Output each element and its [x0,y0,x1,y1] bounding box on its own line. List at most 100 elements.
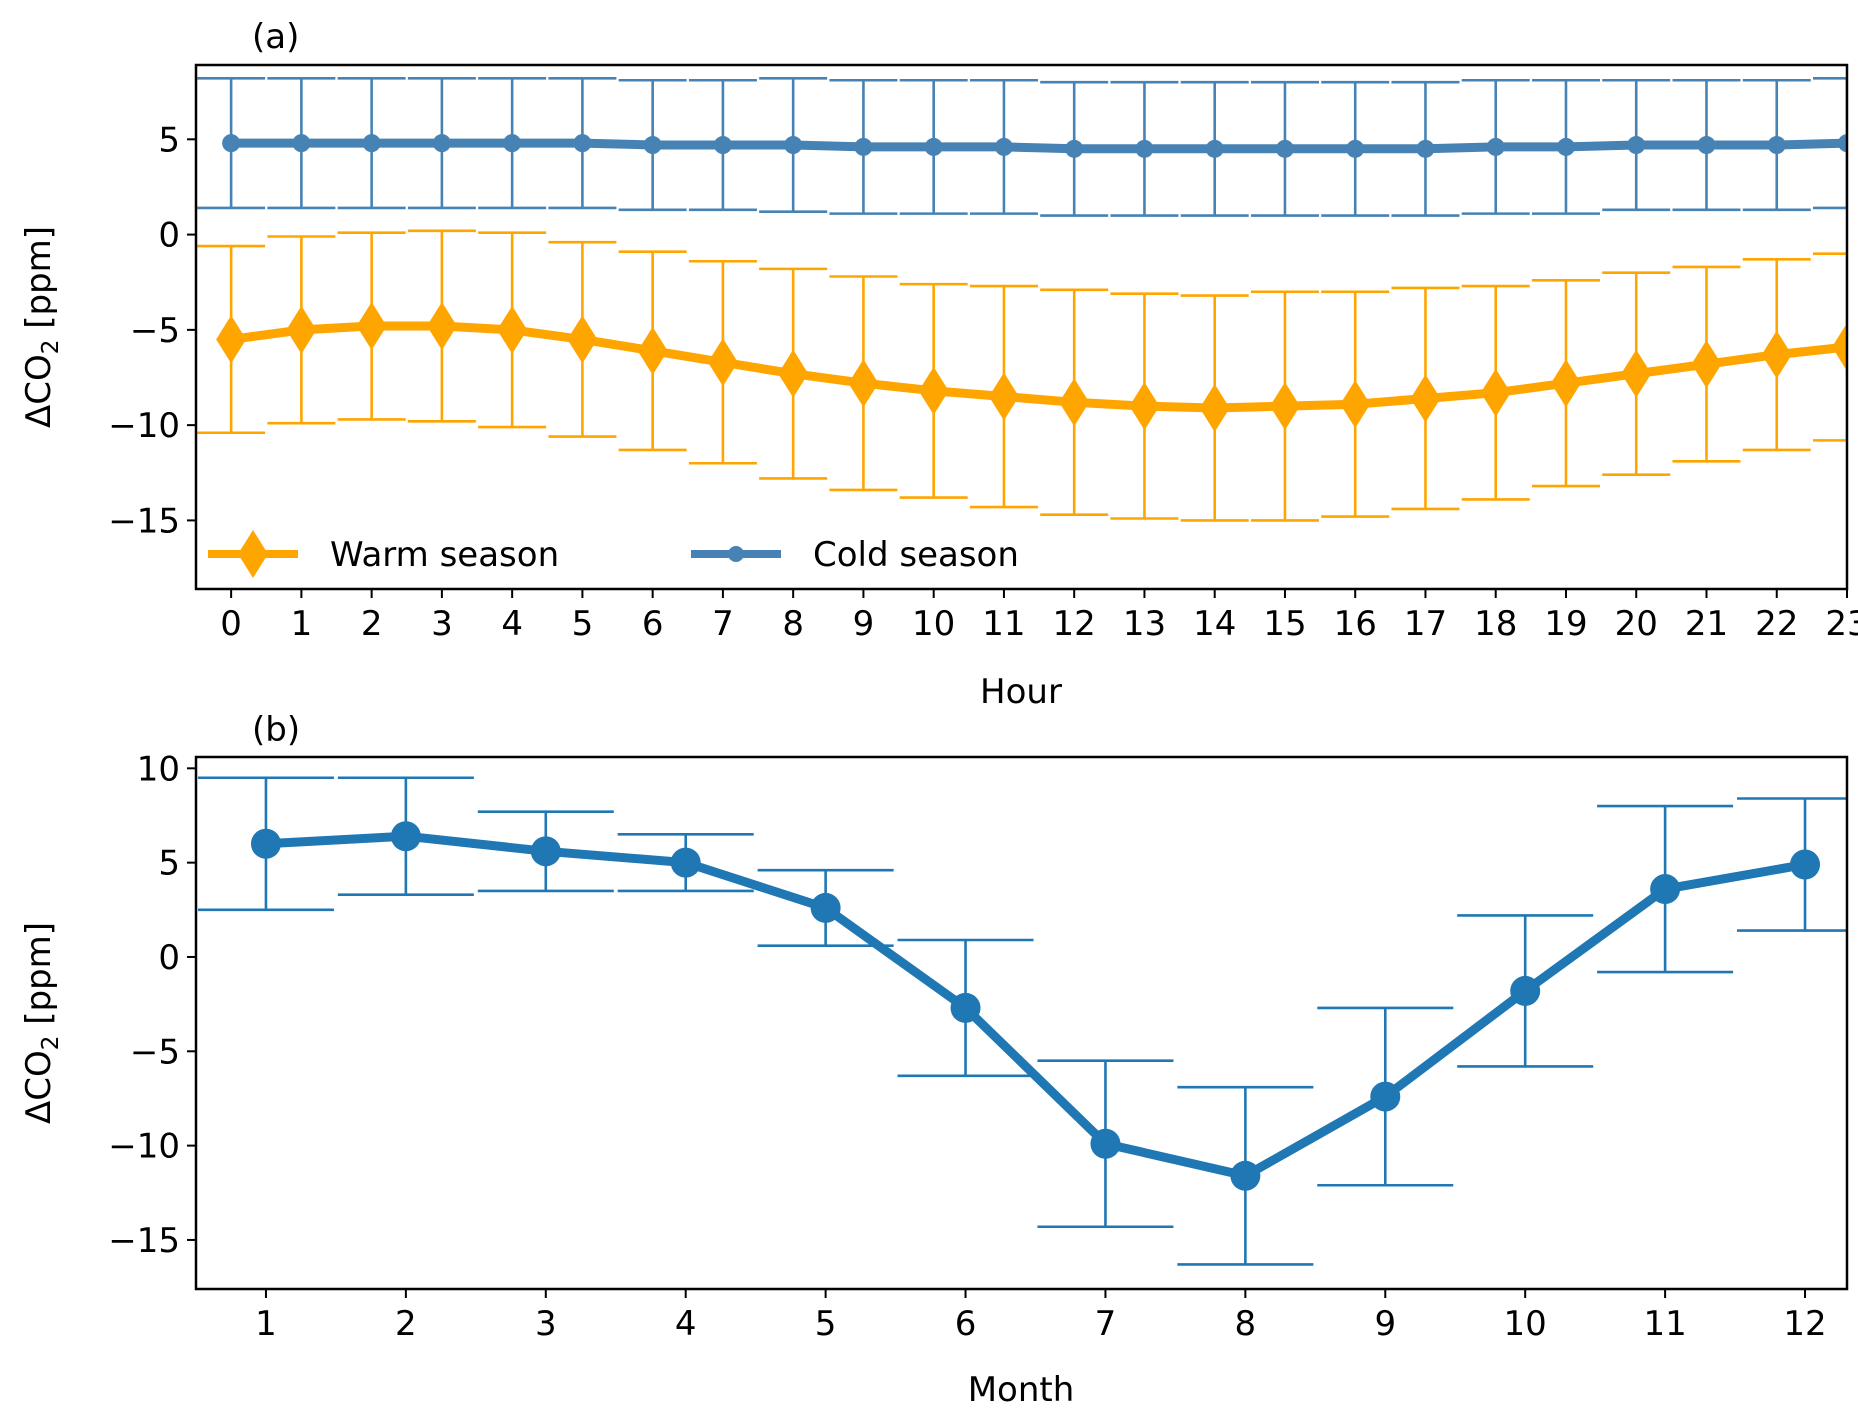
legend-cold-marker [728,546,744,562]
warm-season-point [497,305,528,354]
cold-season-point [994,137,1013,156]
y-tick-label: 5 [158,844,180,884]
warm-season-point [778,349,809,398]
legend-warm-label: Warm season [330,535,559,575]
cold-season-point [1346,139,1365,158]
x-tick-label: 4 [675,1304,697,1344]
cold-season-point [854,137,873,156]
warm-season-point [848,359,879,408]
cold-season-point [1065,139,1084,158]
series-layer [197,776,1847,1266]
x-tick-label: 9 [853,604,875,644]
legend-cold-label: Cold season [813,535,1019,575]
x-tick-label: 6 [955,1304,977,1344]
monthly-point [390,821,421,852]
warm-season-point [567,315,598,364]
x-tick-label: 10 [1504,1304,1547,1344]
x-tick-label: 12 [1783,1304,1826,1344]
x-tick-label: 14 [1193,604,1236,644]
x-tick-label: 2 [361,604,383,644]
x-tick-label: 7 [1095,1304,1117,1344]
y-tick-label: 10 [137,749,180,789]
cold-season-point [1697,136,1716,155]
cold-season-point [1556,137,1575,156]
x-tick-label: 12 [1053,604,1096,644]
legend-warm-marker [238,530,268,578]
warm-season-point [286,305,317,354]
x-tick-label: 0 [220,604,242,644]
x-tick-label: 23 [1825,604,1858,644]
x-tick-label: 18 [1474,604,1517,644]
x-tick-label: 11 [982,604,1025,644]
warm-season-point [637,326,668,375]
y-tick-label: 0 [158,216,180,256]
warm-season-point [1550,359,1581,408]
panel-a-marks [197,77,1847,522]
cold-season-point [1275,139,1294,158]
series-layer [197,77,1847,522]
y-tick-label: 5 [158,120,180,160]
panel-b-frame [194,755,1849,1291]
cold-season-point [222,134,241,153]
x-tick-label: 3 [535,1304,557,1344]
y-tick-label: −10 [108,1127,180,1167]
y-tick-label: −15 [108,501,180,541]
cold-season-point [432,134,451,153]
x-tick-label: 15 [1263,604,1306,644]
warm-season-point [707,338,738,387]
warm-season-point [918,366,949,415]
y-tick-label: 0 [158,938,180,978]
panel-b-ylabel: ΔCO2 [ppm] [19,922,64,1124]
x-tick-label: 6 [642,604,664,644]
warm-season-point [1621,349,1652,398]
cold-season-point [1416,139,1435,158]
warm-season-point [1129,382,1160,431]
y-tick-label: −5 [130,311,180,351]
x-tick-label: 11 [1643,1304,1686,1344]
x-tick-label: 16 [1334,604,1377,644]
x-tick-label: 1 [255,1304,277,1344]
warm-season-point [356,302,387,351]
x-tick-label: 7 [712,604,734,644]
panel-a-frame [194,63,1849,591]
x-tick-label: 19 [1544,604,1587,644]
warm-season-point [426,302,457,351]
monthly-point [530,836,561,867]
cold-season-point [503,134,522,153]
panel-a-axes: 0 1 2 3 4 5 6 7 8 9 10 11 12 13 14 15 16 17 18 19 20 21 22 2350… [108,120,1858,644]
cold-season-line [231,138,1847,154]
monthly-point [950,992,981,1023]
cold-season-point [1205,139,1224,158]
x-tick-label: 9 [1374,1304,1396,1344]
x-tick-label: 13 [1123,604,1166,644]
y-tick-label: −10 [108,406,180,446]
cold-season-point [1627,136,1646,155]
x-tick-label: 8 [782,604,804,644]
warm-season-point [1199,383,1230,432]
warm-season-point [1480,368,1511,417]
warm-season-point [1761,330,1792,379]
warm-season-point [988,372,1019,421]
x-tick-label: 5 [572,604,594,644]
panel-b-xlabel: Month [968,1370,1075,1410]
monthly-point [1090,1128,1121,1159]
cold-season-point [362,134,381,153]
monthly-point [670,847,701,878]
panel-a: (a) 0 1 2 3 4 5 6 7 8 9 10 11 12 13 14 15 16 17 18 19 20 21 22… [19,17,1858,712]
panel-a-ylabel: ΔCO2 [ppm] [19,226,64,428]
monthly-point [1650,874,1681,905]
cold-season-point [1135,139,1154,158]
x-tick-label: 22 [1755,604,1798,644]
cold-season-point [924,137,943,156]
x-tick-label: 17 [1404,604,1447,644]
x-tick-label: 10 [912,604,955,644]
monthly-point [1790,849,1821,880]
monthly-point [1230,1160,1261,1191]
monthly-line [265,831,1806,1181]
panel-a-xlabel: Hour [980,672,1062,712]
monthly-point [810,892,841,923]
y-tick-label: −15 [108,1221,180,1261]
